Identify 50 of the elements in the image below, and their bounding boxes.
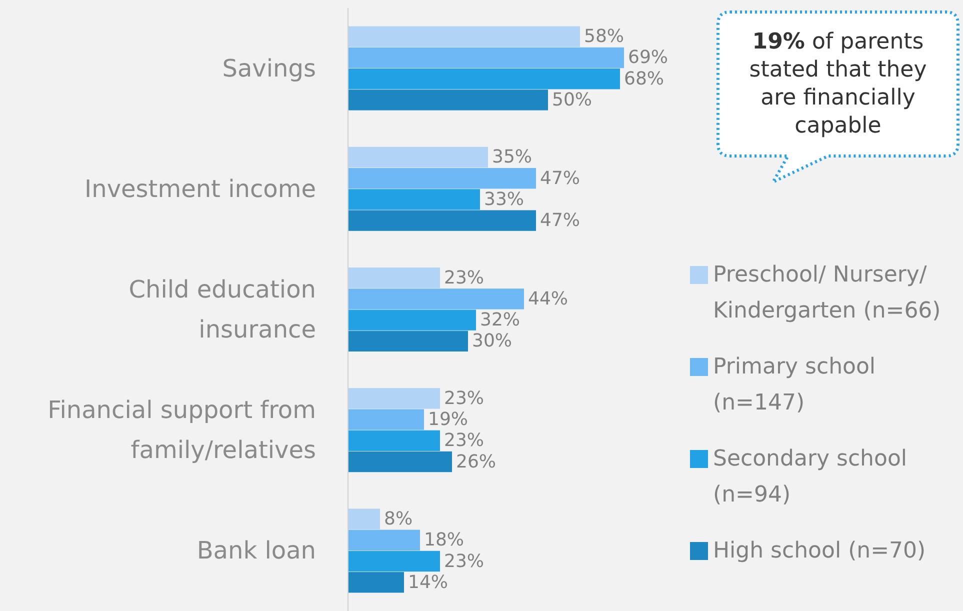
- bar: [348, 168, 536, 189]
- bar: [348, 388, 440, 409]
- data-label: 18%: [424, 530, 464, 551]
- data-label: 35%: [492, 146, 532, 168]
- data-label: 23%: [444, 388, 484, 409]
- bar: [348, 268, 440, 288]
- bar: [348, 47, 624, 68]
- bar: [348, 288, 524, 310]
- legend-label: Secondary school (n=94): [713, 446, 908, 508]
- y-tick-label: Investment income: [84, 174, 316, 203]
- data-label: 19%: [428, 409, 468, 430]
- bar: [348, 310, 476, 330]
- bar: [348, 451, 452, 472]
- data-label: 50%: [552, 89, 592, 110]
- y-tick-label: Bank loan: [196, 536, 316, 565]
- data-label: 32%: [480, 310, 520, 331]
- bar: [348, 430, 440, 451]
- data-label: 26%: [456, 451, 496, 472]
- bar: [348, 146, 488, 168]
- data-label: 30%: [472, 330, 512, 352]
- bar: [348, 189, 480, 210]
- data-label: 44%: [528, 288, 568, 310]
- bar: [348, 550, 440, 572]
- data-label: 47%: [540, 168, 580, 189]
- data-label: 69%: [628, 47, 668, 68]
- data-label: 33%: [484, 188, 524, 210]
- bar: [348, 572, 404, 593]
- bar: [348, 530, 420, 550]
- data-label: 68%: [624, 68, 664, 90]
- y-tick-label: Financial support from family/relatives: [48, 396, 316, 464]
- y-tick-label: Child education insurance: [128, 276, 316, 344]
- data-label: 23%: [444, 550, 484, 572]
- bar: [348, 26, 580, 47]
- data-label: 8%: [384, 508, 413, 530]
- data-label: 23%: [444, 267, 484, 288]
- legend-label: High school (n=70): [713, 538, 926, 564]
- legend-label: Preschool/ Nursery/ Kindergarten (n=66): [713, 262, 941, 324]
- legend-label: Primary school (n=147): [713, 354, 876, 416]
- bar: [348, 90, 548, 110]
- text: 19% of parents stated that they are financially capable: [749, 30, 927, 138]
- data-label: 14%: [408, 572, 448, 593]
- bar: [348, 210, 536, 231]
- bar: [348, 330, 468, 352]
- bar: [348, 508, 380, 530]
- data-label: 58%: [584, 26, 624, 48]
- y-tick-label: Savings: [222, 54, 316, 82]
- data-label: 23%: [444, 430, 484, 452]
- bar: [348, 68, 620, 90]
- bar: [348, 409, 424, 430]
- data-label: 47%: [540, 210, 580, 232]
